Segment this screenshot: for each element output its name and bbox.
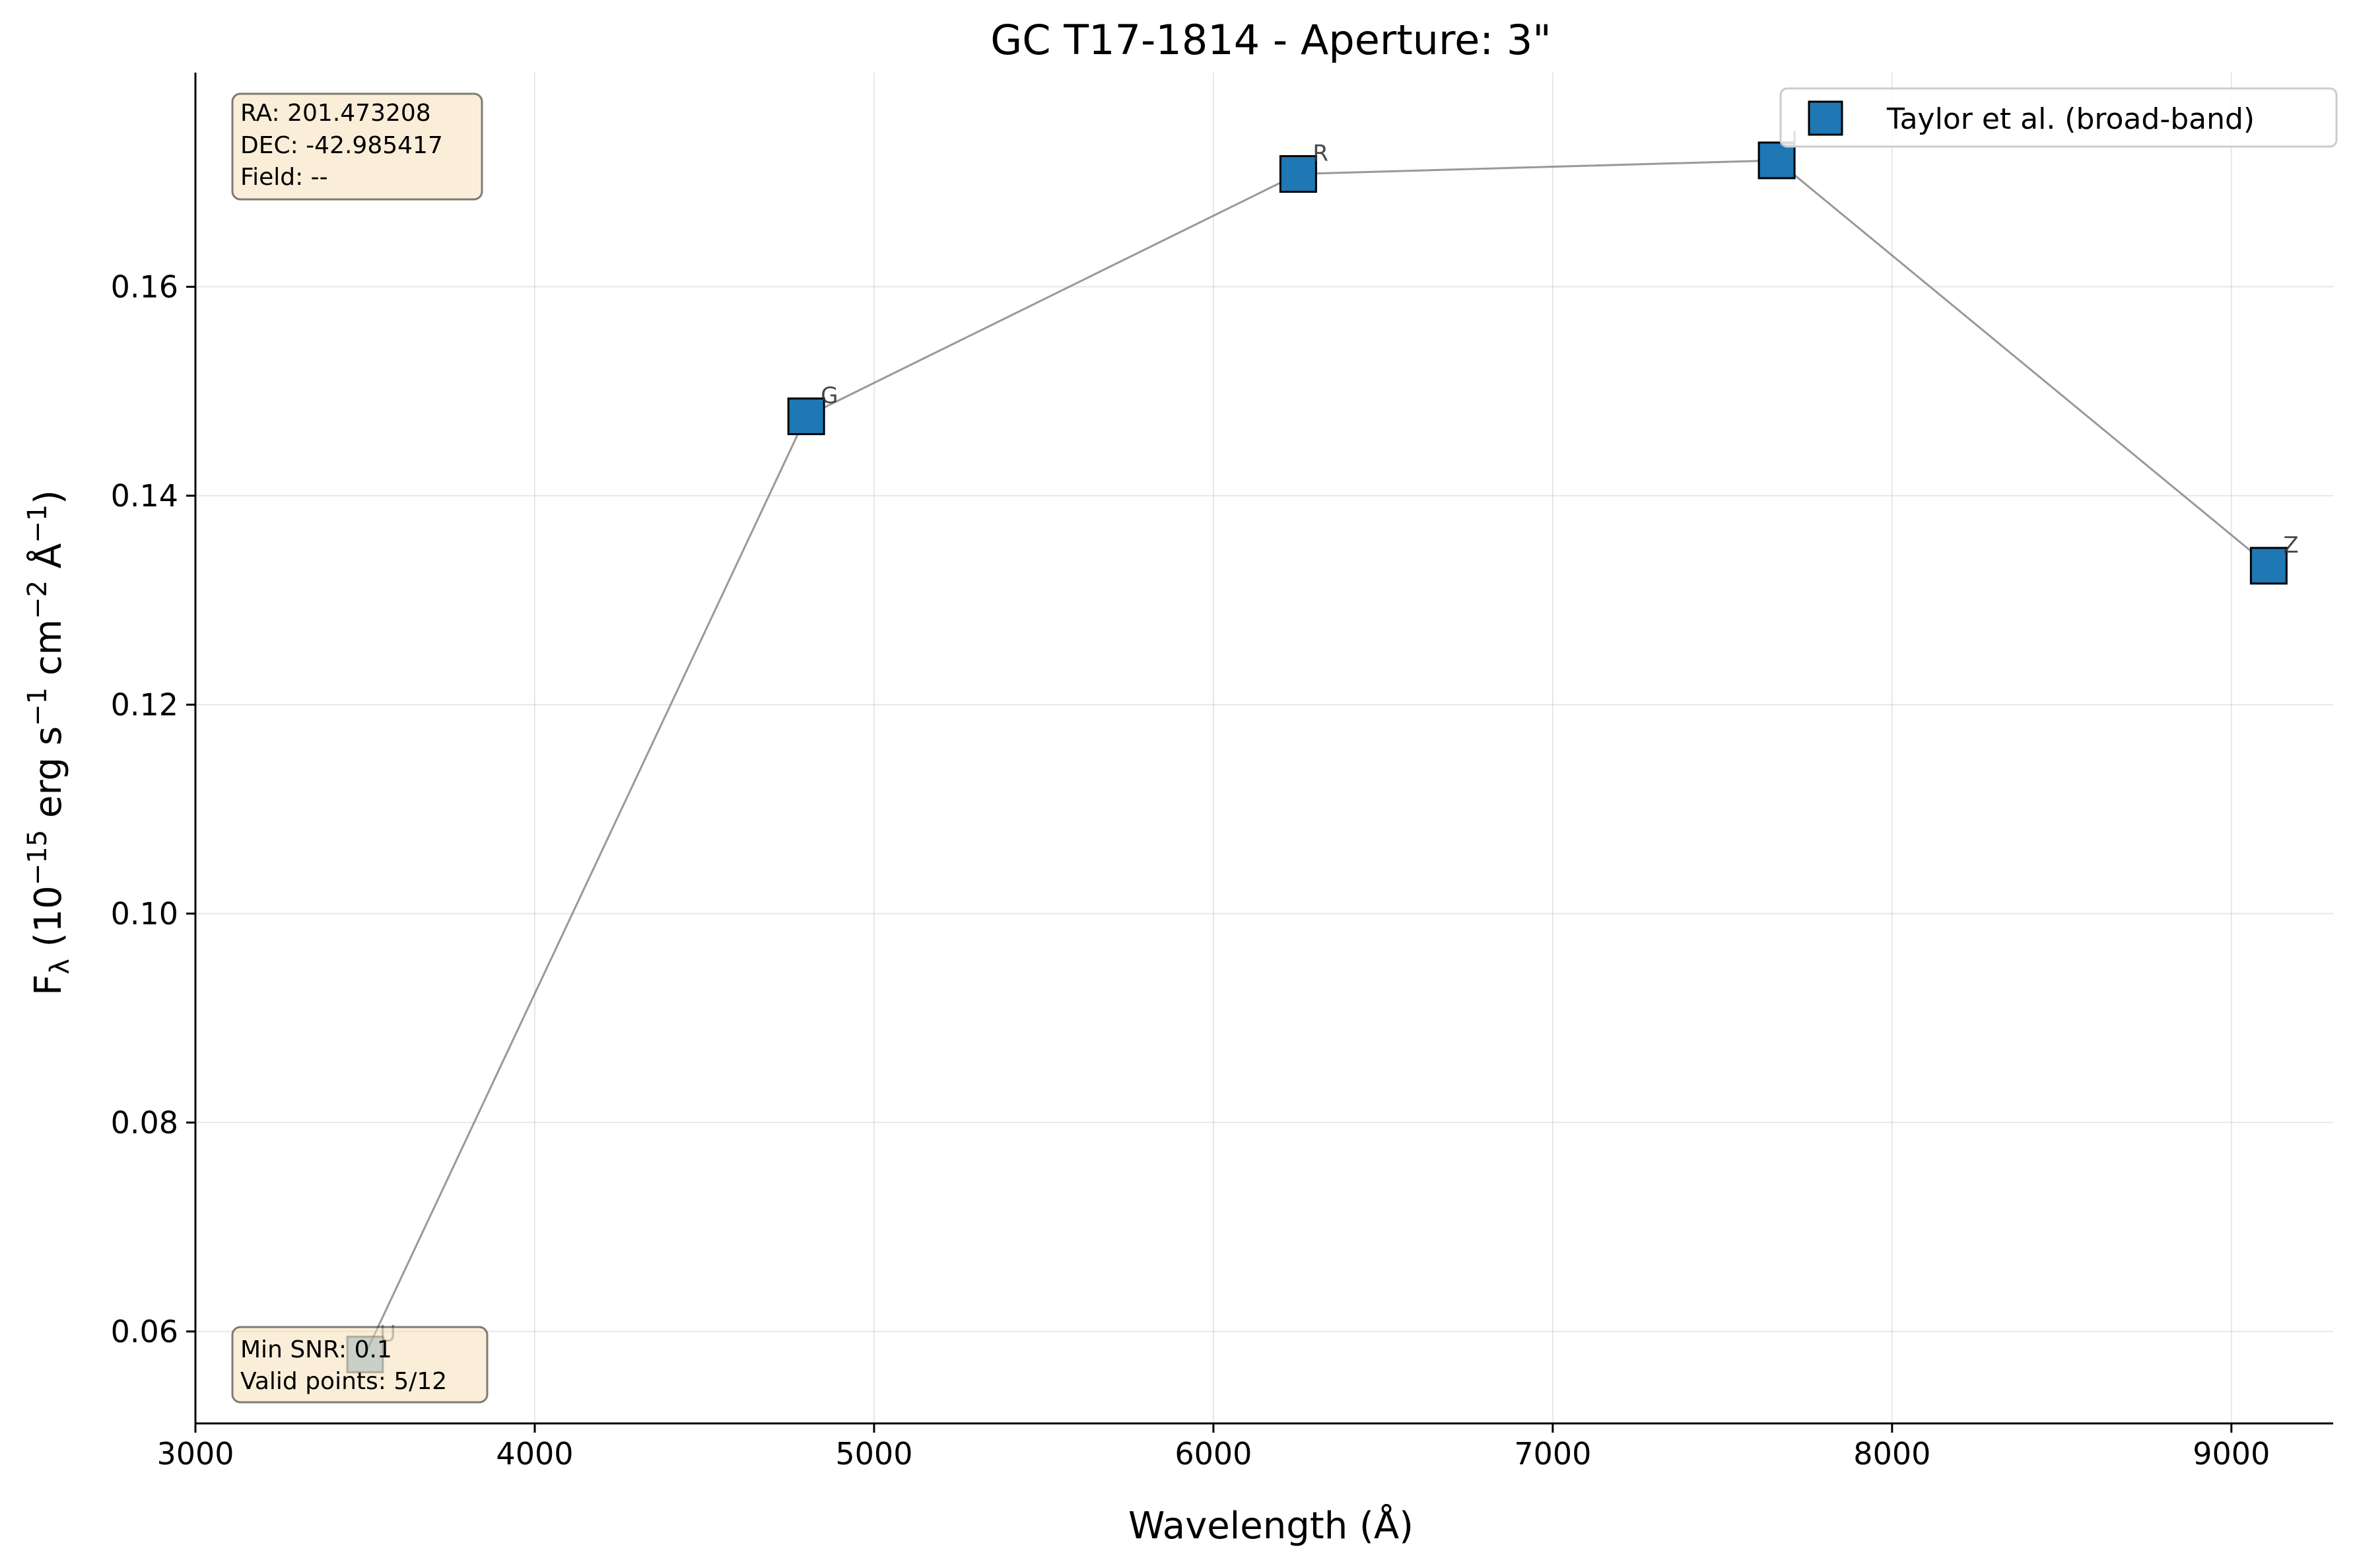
y-tick-label: 0.12: [111, 687, 178, 722]
info-box-top-bg: [231, 92, 483, 201]
x-tick-label: 8000: [1853, 1436, 1930, 1472]
legend-label: Taylor et al. (broad-band): [1886, 102, 2255, 136]
series-connector: [364, 159, 2270, 1355]
point-label-g: G: [821, 383, 838, 409]
dec-text: DEC: -42.985417: [240, 132, 443, 159]
min-snr-text: Min SNR: 0.1: [240, 1336, 392, 1363]
x-axis-label: Wavelength (Å): [1128, 1504, 1414, 1548]
data-point-r: [1279, 154, 1317, 193]
legend-box: [1779, 87, 2338, 148]
data-point-z: [2249, 547, 2288, 585]
y-axis-label: Fλ (10−15 erg s−1 cm−2 Å−1): [22, 490, 75, 996]
chart-title: GC T17-1814 - Aperture: 3": [990, 16, 1552, 64]
info-box-bottom-bg: [231, 1326, 489, 1404]
data-point-g: [787, 397, 825, 436]
point-label-r: R: [1313, 140, 1328, 166]
series-line: [364, 159, 2270, 1355]
series-markers: [346, 141, 2288, 1374]
ra-text: RA: 201.473208: [240, 100, 431, 127]
x-ticks: 3000 4000 5000 6000 7000 8000 9000: [156, 1423, 2270, 1472]
axes: [194, 73, 2333, 1425]
grid-lines: [195, 73, 2333, 1423]
y-tick-label: 0.14: [111, 478, 178, 514]
x-tick-label: 6000: [1175, 1436, 1252, 1472]
legend: Taylor et al. (broad-band): [1779, 87, 2338, 148]
y-tick-label: 0.16: [111, 269, 178, 304]
x-tick-label: 4000: [496, 1436, 573, 1472]
point-labels: UGRIZ: [380, 127, 2299, 1347]
data-point-i: [1757, 141, 1796, 180]
x-tick-label: 9000: [2193, 1436, 2270, 1472]
valid-points-text: Valid points: 5/12: [240, 1368, 447, 1395]
x-tick-label: 5000: [835, 1436, 912, 1472]
y-tick-label: 0.06: [111, 1314, 178, 1349]
point-label-z: Z: [2283, 532, 2298, 559]
field-text: Field: --: [240, 164, 328, 191]
legend-marker: [1808, 100, 1843, 136]
y-ticks: 0.06 0.08 0.10 0.12 0.14 0.16: [111, 269, 195, 1349]
y-tick-label: 0.08: [111, 1105, 178, 1140]
x-tick-label: 7000: [1514, 1436, 1591, 1472]
x-tick-label: 3000: [156, 1436, 234, 1472]
info-box-bottom: Min SNR: 0.1 Valid points: 5/12: [231, 1326, 489, 1404]
info-box-top: RA: 201.473208 DEC: -42.985417 Field: --: [231, 92, 483, 201]
y-tick-label: 0.10: [111, 896, 178, 932]
